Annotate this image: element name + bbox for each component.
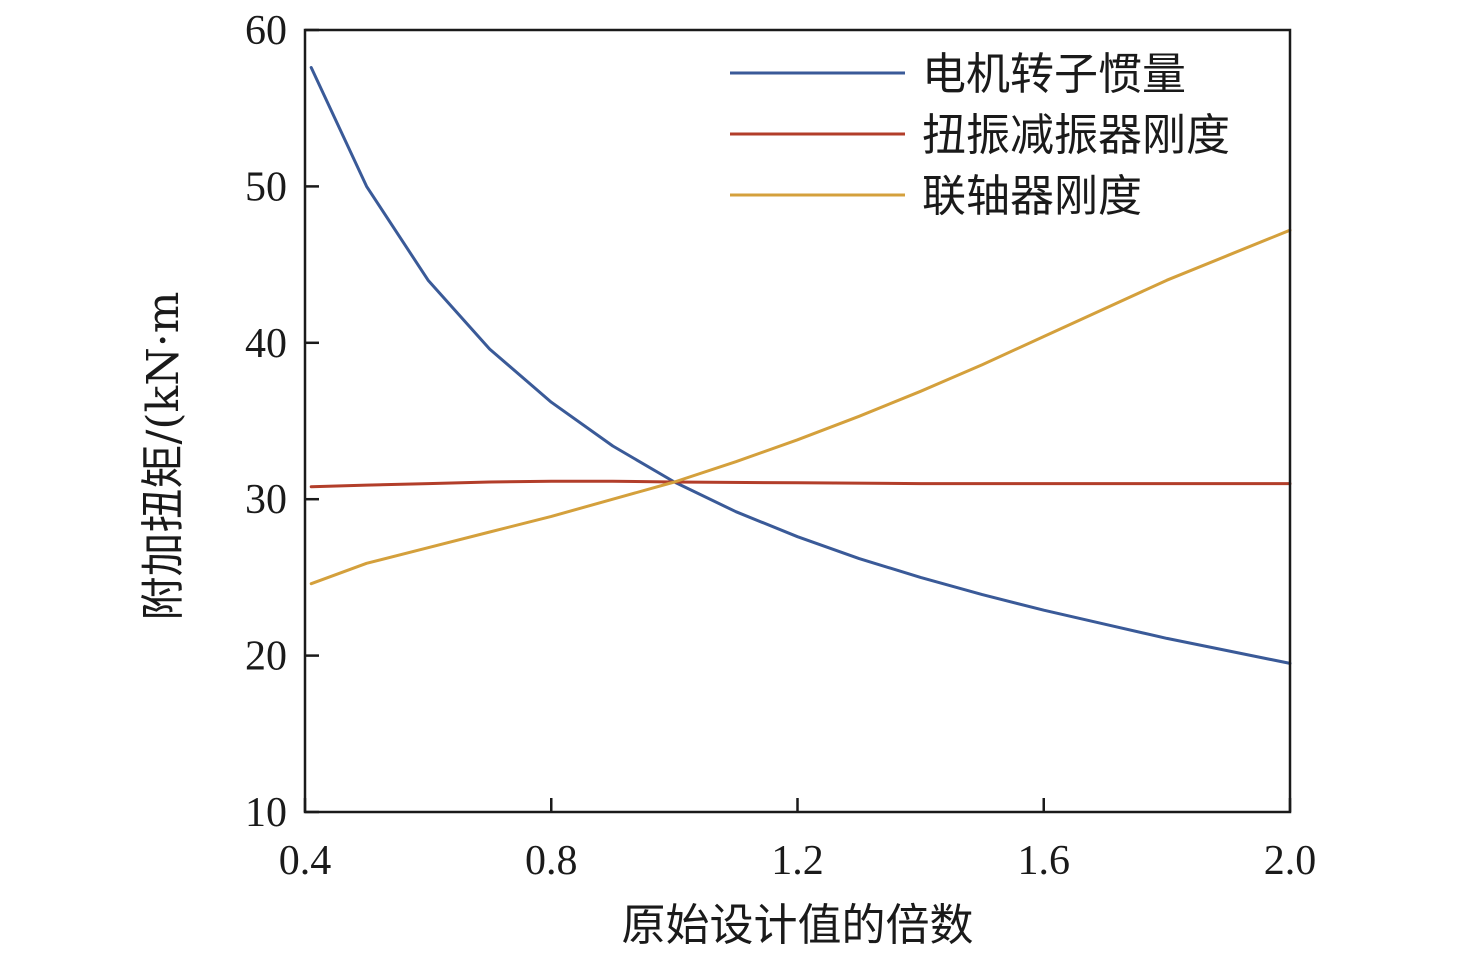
y-tick-label: 30 xyxy=(245,477,287,523)
y-tick-label: 20 xyxy=(245,634,287,680)
x-tick-label: 1.6 xyxy=(1018,838,1071,884)
legend-label: 联轴器刚度 xyxy=(922,171,1142,222)
legend-item: 电机转子惯量 xyxy=(730,49,1186,100)
series-line-2 xyxy=(309,479,1292,489)
y-tick-label: 40 xyxy=(245,321,287,367)
x-tick-label: 2.0 xyxy=(1264,838,1317,884)
legend-label: 电机转子惯量 xyxy=(922,49,1186,100)
y-tick-label: 60 xyxy=(245,8,287,54)
plot-layer xyxy=(309,66,1292,665)
y-axis-title: 附加扭矩/(kN·m xyxy=(138,292,189,621)
legend-item: 扭振减振器刚度 xyxy=(730,110,1230,161)
y-tick-label: 50 xyxy=(245,164,287,210)
legend-item: 联轴器刚度 xyxy=(730,171,1142,222)
x-axis-title: 原始设计值的倍数 xyxy=(622,900,974,951)
x-tick-label: 1.2 xyxy=(771,838,824,884)
series-line-3 xyxy=(309,228,1292,586)
y-tick-label: 10 xyxy=(245,790,287,836)
x-tick-label: 0.8 xyxy=(525,838,578,884)
series-line-1 xyxy=(309,66,1292,665)
x-axis: 0.4 0.8 1.2 1.6 2.0 xyxy=(279,798,1317,884)
x-tick-label: 0.4 xyxy=(279,838,332,884)
legend-label: 扭振减振器刚度 xyxy=(922,110,1230,161)
y-axis: 10 20 30 40 50 60 xyxy=(245,8,319,836)
